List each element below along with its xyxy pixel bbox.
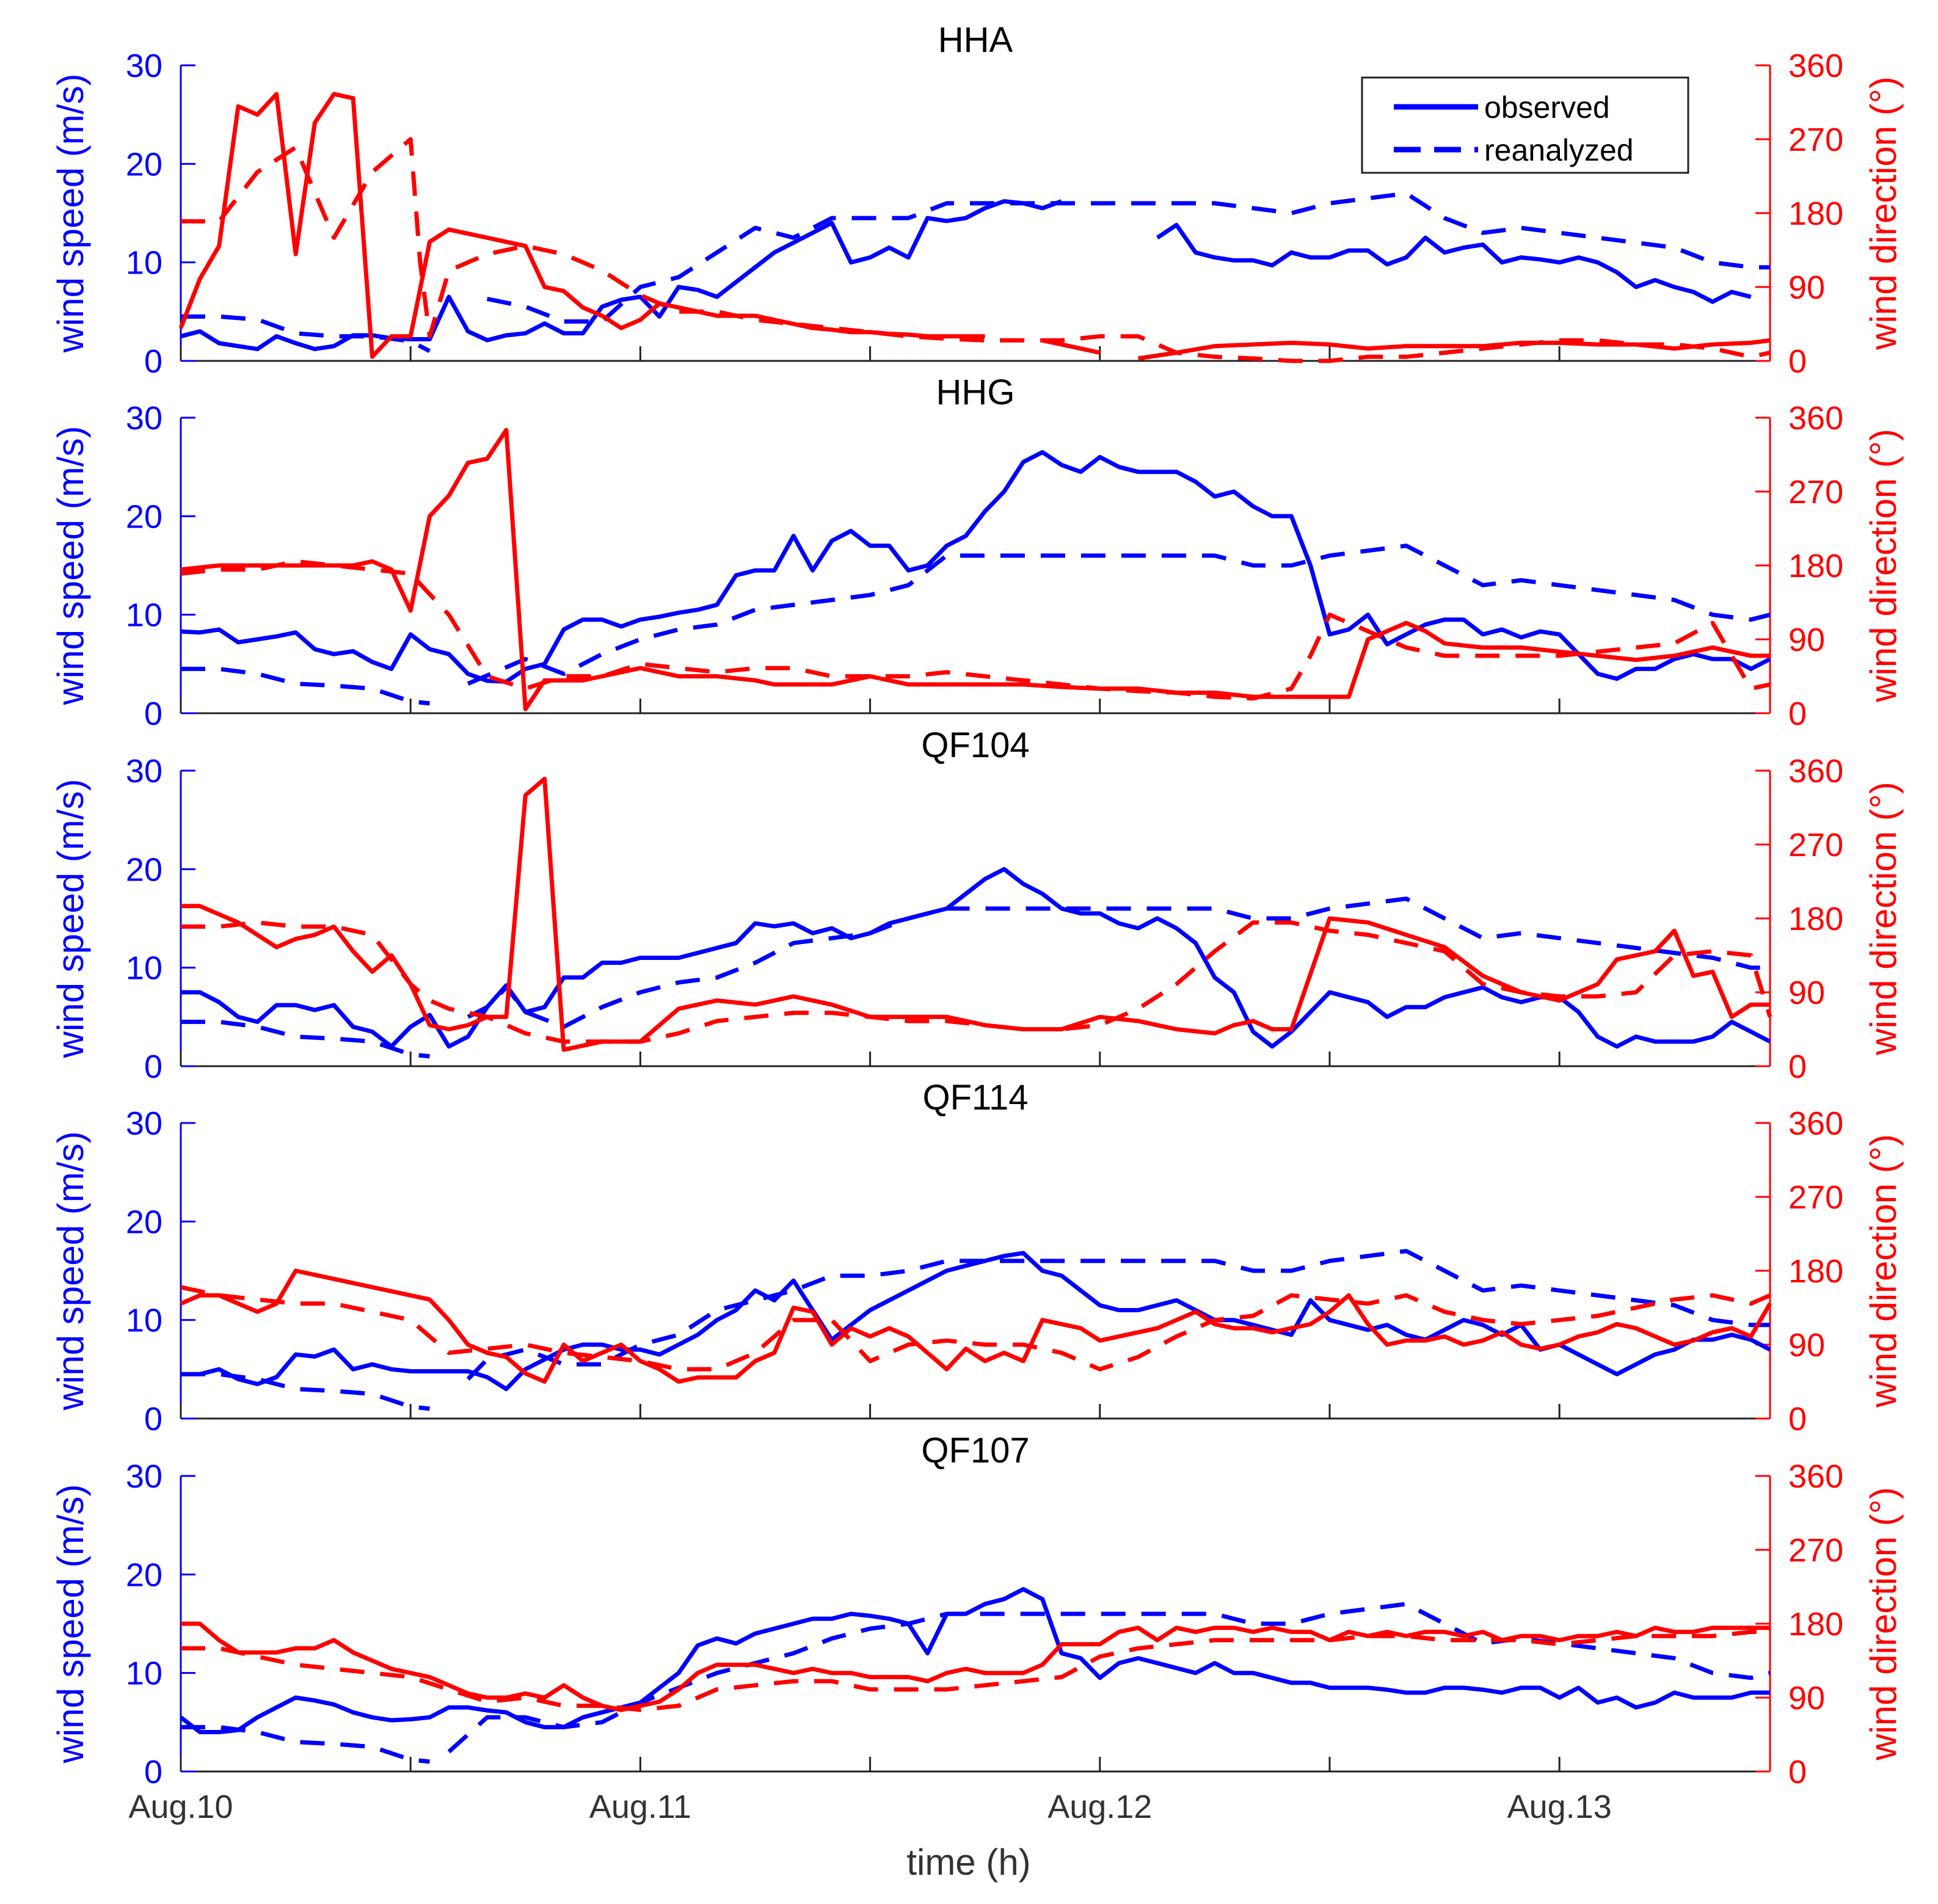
left-axis-label: wind speed (m/s) (50, 74, 91, 354)
left-tick-label: 30 (126, 1458, 162, 1495)
right-axis-label: wind direction (°) (1863, 782, 1904, 1055)
right-tick-label: 360 (1788, 48, 1843, 84)
left-tick-label: 10 (126, 950, 162, 987)
left-tick-label: 0 (144, 343, 162, 380)
right-tick-label: 360 (1788, 400, 1843, 437)
right-tick-label: 360 (1788, 1105, 1843, 1142)
right-tick-label: 360 (1788, 753, 1843, 790)
right-tick-label: 90 (1788, 1680, 1825, 1717)
reanalyzed-wind-direction-line (181, 920, 1772, 1044)
left-tick-label: 10 (126, 245, 162, 282)
legend-box (1361, 76, 1689, 174)
legend-label-reanalyzed: reanalyzed (1484, 133, 1634, 167)
right-tick-label: 180 (1788, 1606, 1843, 1643)
right-tick-label: 0 (1788, 343, 1807, 380)
panel-qf104: QF104 0 10 20 30 0 90 180 270 360 wind speed (m/s)… (50, 725, 1904, 1085)
left-tick-label: 0 (144, 696, 162, 732)
left-tick-label: 0 (144, 1048, 162, 1085)
left-tick-label: 20 (126, 498, 162, 535)
legend-label-observed: observed (1484, 90, 1610, 125)
right-tick-label: 0 (1788, 1401, 1807, 1437)
right-tick-label: 180 (1788, 901, 1843, 937)
reanalyzed-wind-direction-line (180, 559, 1771, 701)
right-tick-label: 270 (1788, 122, 1843, 158)
left-tick-label: 20 (126, 1557, 162, 1593)
right-tick-label: 90 (1788, 975, 1825, 1011)
left-axis-label: wind speed (m/s) (50, 779, 91, 1059)
panel-hha: HHA 0 10 20 30 0 90 180 270 360 wind speed (m/s) wi… (50, 20, 1904, 380)
left-tick-label: 20 (126, 851, 162, 888)
reanalyzed-wind-speed-line (181, 1249, 1770, 1411)
left-axis-label: wind speed (m/s) (50, 426, 91, 706)
right-axis-label: wind direction (°) (1863, 1487, 1904, 1760)
x-axis-label: time (h) (906, 1842, 1030, 1883)
right-tick-label: 360 (1788, 1458, 1843, 1495)
panel-title: QF107 (921, 1431, 1029, 1470)
reanalyzed-wind-speed-line (181, 1602, 1771, 1764)
left-tick-label: 30 (126, 48, 162, 84)
right-axis-label: wind direction (°) (1863, 76, 1904, 350)
right-tick-label: 90 (1788, 269, 1825, 306)
right-axis-label: wind direction (°) (1863, 1134, 1904, 1408)
left-axis-label: wind speed (m/s) (50, 1484, 91, 1764)
right-tick-label: 180 (1788, 195, 1843, 232)
left-tick-label: 20 (126, 146, 162, 183)
observed-wind-speed-line (181, 867, 1771, 1049)
panel-title: QF114 (922, 1078, 1028, 1117)
left-tick-label: 30 (126, 1105, 162, 1142)
left-tick-label: 10 (126, 1655, 162, 1692)
right-tick-label: 0 (1788, 1048, 1807, 1085)
panel-hhg: HHG 0 10 20 30 0 90 180 270 360 wind speed (m/s) wi… (50, 372, 1904, 732)
series-group (181, 776, 1772, 1059)
observed-wind-speed-line (180, 450, 1771, 684)
series-group (180, 427, 1771, 711)
right-tick-label: 180 (1788, 1253, 1843, 1290)
panel-qf107: QF107 0 10 20 30 0 90 180 270 360 Aug.10 Aug.11 Aug.… (50, 1431, 1904, 1825)
left-tick-label: 10 (126, 597, 162, 634)
reanalyzed-wind-speed-line (181, 896, 1770, 1059)
right-tick-label: 270 (1788, 827, 1843, 863)
left-tick-label: 30 (126, 753, 162, 790)
right-tick-label: 0 (1788, 1754, 1807, 1790)
x-tick-label: Aug.12 (1047, 1789, 1152, 1825)
x-tick-label: Aug.13 (1507, 1789, 1612, 1825)
observed-wind-speed-line (180, 199, 1752, 352)
series-group (180, 1249, 1772, 1411)
observed-wind-speed-line (179, 1587, 1770, 1734)
right-tick-label: 90 (1788, 622, 1825, 658)
panel-title: HHG (936, 372, 1015, 412)
series-group (178, 92, 1771, 363)
left-tick-label: 10 (126, 1303, 162, 1339)
right-tick-label: 180 (1788, 548, 1843, 584)
observed-wind-direction-line (181, 776, 1770, 1052)
reanalyzed-wind-direction-line (181, 1629, 1770, 1712)
x-tick-label: Aug.11 (589, 1789, 691, 1825)
x-tick-label: Aug.10 (128, 1789, 233, 1825)
left-axis-label: wind speed (m/s) (50, 1132, 91, 1411)
series-group (179, 1587, 1771, 1764)
right-tick-label: 90 (1788, 1327, 1825, 1364)
panels: HHA 0 10 20 30 0 90 180 270 360 wind speed (m/s) wi… (50, 20, 1904, 1825)
left-tick-label: 0 (144, 1401, 162, 1437)
left-tick-label: 0 (144, 1754, 162, 1790)
panel-title: QF104 (921, 725, 1029, 765)
right-tick-label: 270 (1788, 1179, 1843, 1216)
left-tick-label: 30 (126, 400, 162, 437)
reanalyzed-wind-speed-line (181, 191, 1770, 354)
right-tick-label: 270 (1788, 474, 1843, 511)
right-tick-label: 270 (1788, 1532, 1843, 1569)
panel-qf114: QF114 0 10 20 30 0 90 180 270 360 wind speed (m/s)… (50, 1078, 1904, 1437)
left-tick-label: 20 (126, 1204, 162, 1240)
legend: observed reanalyzed (1361, 76, 1689, 174)
right-axis-label: wind direction (°) (1863, 429, 1904, 702)
right-tick-label: 0 (1788, 696, 1807, 732)
observed-wind-direction-line (180, 427, 1770, 711)
observed-wind-direction-line (180, 1268, 1772, 1384)
reanalyzed-wind-speed-line (181, 543, 1771, 706)
panel-title: HHA (938, 20, 1013, 60)
reanalyzed-wind-direction-line (180, 1285, 1771, 1372)
